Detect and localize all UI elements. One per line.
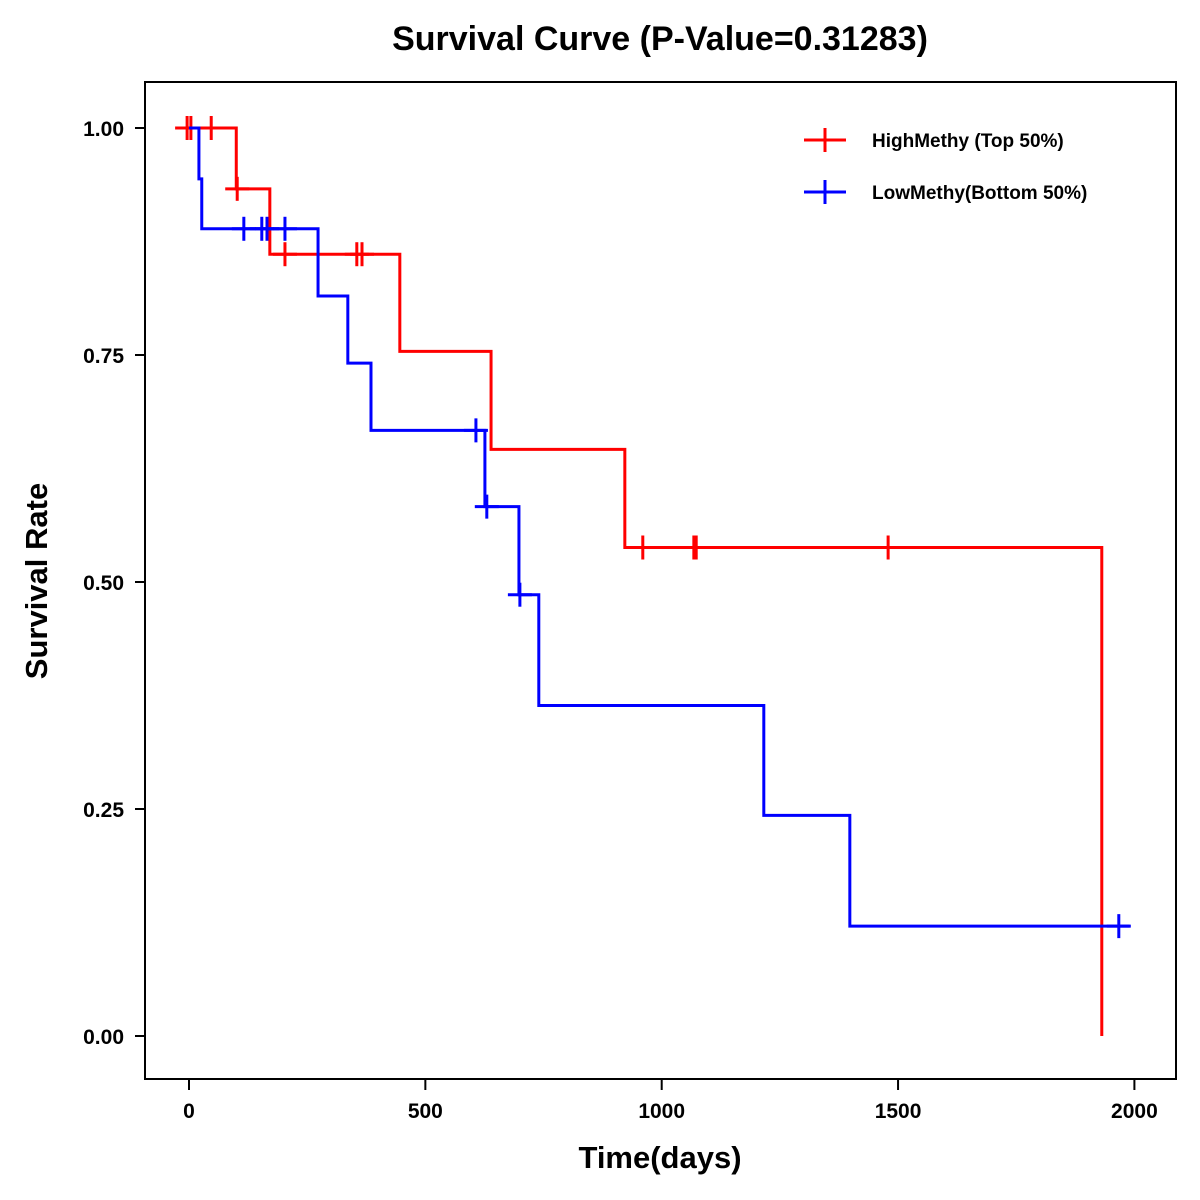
x-tick-label: 1500 [875, 1100, 922, 1123]
legend: HighMethy (Top 50%) LowMethy(Bottom 50%) [804, 128, 1087, 204]
y-tick-label: 0.00 [83, 1026, 124, 1049]
series-lowmethy [189, 126, 1131, 939]
legend-item: HighMethy (Top 50%) [804, 128, 1064, 152]
censor-mark [225, 176, 250, 201]
series-highmethy [175, 116, 1104, 1036]
x-axis-label: Time(days) [578, 1140, 741, 1175]
x-tick-label: 2000 [1111, 1100, 1158, 1123]
x-tick-label: 1000 [638, 1100, 685, 1123]
survival-step-line [189, 126, 1130, 928]
censor-mark [1106, 914, 1131, 939]
censor-mark [199, 116, 224, 140]
censor-mark [272, 216, 297, 241]
censor-mark [350, 242, 375, 267]
legend-label: HighMethy (Top 50%) [872, 131, 1064, 152]
censor-mark [876, 535, 901, 560]
censor-mark [463, 418, 488, 443]
legend-label: LowMethy(Bottom 50%) [872, 183, 1087, 204]
y-tick-label: 0.75 [83, 345, 124, 368]
chart-title: Survival Curve (P-Value=0.31283) [392, 20, 928, 58]
y-axis-label: Survival Rate [19, 483, 54, 679]
legend-item: LowMethy(Bottom 50%) [804, 180, 1087, 204]
series-layer [175, 116, 1131, 1036]
x-axis: 0 500 1000 1500 2000 [183, 1080, 1158, 1123]
censor-mark [272, 242, 297, 267]
censor-mark [630, 535, 655, 560]
y-tick-label: 0.25 [83, 799, 124, 822]
survival-step-line [189, 126, 1104, 1036]
y-axis: 0.00 0.25 0.50 0.75 1.00 [83, 118, 145, 1049]
x-tick-label: 0 [183, 1100, 195, 1123]
y-tick-label: 1.00 [83, 118, 124, 141]
censor-mark [474, 494, 499, 519]
y-tick-label: 0.50 [83, 572, 124, 595]
x-tick-label: 500 [408, 1100, 443, 1123]
censor-mark [507, 582, 532, 607]
censor-mark [684, 535, 709, 560]
plot-border [144, 81, 1177, 1080]
